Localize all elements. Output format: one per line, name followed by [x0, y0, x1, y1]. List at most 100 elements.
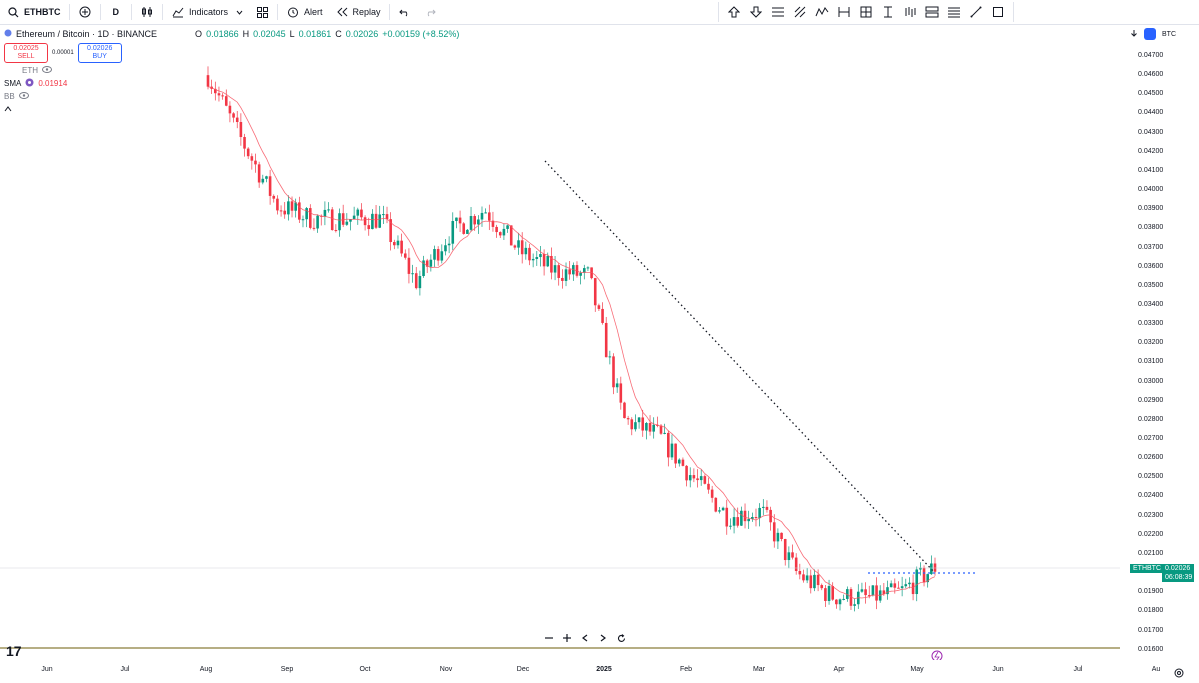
candle-body — [356, 209, 360, 216]
candle-body — [224, 96, 228, 106]
zoom-in-button[interactable] — [559, 631, 575, 645]
settings-icon[interactable] — [1174, 665, 1184, 683]
candle-body — [265, 176, 268, 179]
replay-button[interactable]: Replay — [329, 0, 387, 24]
redo-button[interactable] — [418, 0, 444, 24]
candle-body — [648, 423, 652, 432]
candle-body — [477, 219, 480, 225]
candle-body — [531, 258, 535, 261]
currency-toggle-icon[interactable] — [1144, 28, 1156, 40]
trade-buttons-row: 0.02025 SELL 0.00001 0.02026 BUY — [4, 42, 459, 64]
candle-body — [670, 443, 674, 458]
reset-chart-button[interactable] — [613, 631, 629, 645]
drawing-tools-bar — [718, 2, 1014, 22]
candle-body — [586, 267, 590, 269]
fib-icon[interactable] — [943, 2, 965, 22]
symbol-title[interactable]: Ethereum / Bitcoin · 1D · BINANCE — [16, 28, 158, 39]
collapse-legend-button[interactable] — [4, 103, 459, 116]
chart-legend: Ethereum / Bitcoin · 1D · BINANCE O 0.018… — [4, 27, 459, 116]
candle-body — [663, 432, 666, 434]
scroll-right-button[interactable] — [595, 631, 611, 645]
arrow-down-icon[interactable] — [745, 2, 767, 22]
candle-body — [352, 215, 356, 220]
candle-body — [214, 88, 217, 94]
candle-body — [922, 567, 926, 583]
arrow-up-icon[interactable] — [723, 2, 745, 22]
rectangle-icon[interactable] — [987, 2, 1009, 22]
candle-body — [736, 517, 740, 526]
lines-icon[interactable] — [767, 2, 789, 22]
sell-button[interactable]: 0.02025 SELL — [4, 43, 48, 63]
candle-body — [677, 459, 681, 464]
candle-body — [513, 245, 517, 248]
candle-body — [674, 443, 677, 464]
interval-button[interactable]: D — [103, 0, 130, 24]
axis-top-controls: BTC — [1130, 28, 1176, 40]
symbol-search-button[interactable]: ETHBTC — [0, 0, 67, 24]
templates-button[interactable] — [249, 0, 275, 24]
price-tick-label: 0.02800 — [1138, 415, 1164, 423]
chart-type-button[interactable] — [134, 0, 160, 24]
alert-button[interactable]: Alert — [280, 0, 329, 24]
zigzag-icon[interactable] — [811, 2, 833, 22]
price-tick-label: 0.01900 — [1138, 588, 1164, 596]
spread-value: 0.00001 — [52, 50, 74, 56]
candle-body — [915, 569, 919, 595]
eye-icon[interactable] — [18, 92, 29, 101]
time-tick-label: Aug — [199, 666, 213, 673]
candle-body — [283, 210, 287, 215]
candle-body — [407, 257, 411, 274]
candle-body — [469, 216, 473, 230]
price-tick-label: 0.02500 — [1138, 473, 1164, 481]
arrow-down-icon[interactable] — [1130, 29, 1138, 39]
buy-price: 0.02026 — [87, 45, 113, 52]
candle-body — [374, 213, 378, 228]
sma-value: 0.01914 — [38, 79, 68, 88]
sma-indicator-row[interactable]: SMA 0.01914 — [4, 77, 459, 90]
time-tick-label: Jun — [992, 666, 1004, 673]
candle-body — [612, 356, 615, 388]
open-label: O — [195, 28, 203, 39]
candle-body — [433, 249, 436, 260]
candle-body — [699, 476, 703, 481]
indicators-button[interactable]: Indicators — [165, 0, 249, 24]
candle-body — [425, 260, 429, 267]
date-range-icon[interactable] — [833, 2, 855, 22]
candle-body — [732, 517, 736, 526]
zoom-out-button[interactable] — [541, 631, 557, 645]
bars-pattern-icon[interactable] — [899, 2, 921, 22]
price-chart[interactable]: 17 — [0, 0, 1120, 660]
time-tick-label: May — [910, 666, 924, 673]
candle-body — [751, 517, 754, 519]
undo-button[interactable] — [392, 0, 418, 24]
trendline-icon[interactable] — [965, 2, 987, 22]
time-tick-label: Jun — [41, 666, 53, 673]
buy-button[interactable]: 0.02026 BUY — [77, 43, 122, 63]
eye-icon[interactable] — [42, 66, 52, 75]
settings-icon[interactable] — [25, 78, 34, 89]
bb-indicator-row[interactable]: BB — [4, 90, 459, 103]
candle-body — [747, 518, 750, 522]
time-tick-label: Feb — [679, 666, 693, 673]
trendline[interactable] — [544, 160, 936, 574]
price-tick-label: 0.02900 — [1138, 396, 1164, 404]
eth-indicator-row[interactable]: ETH — [4, 64, 459, 77]
currency-label[interactable]: BTC — [1162, 30, 1176, 38]
position-icon[interactable] — [921, 2, 943, 22]
pitchfork-icon[interactable] — [789, 2, 811, 22]
time-axis[interactable]: Jun Jul Aug Sep Oct Nov Dec 2025 Feb Mar Apr May Jun… — [0, 660, 1199, 681]
candle-body — [900, 586, 904, 589]
lightning-icon[interactable] — [931, 650, 943, 660]
price-axis[interactable]: 0.04700 0.04600 0.04500 0.04400 0.04300 0.042… — [1120, 40, 1199, 653]
candle-body — [696, 478, 699, 481]
candle-body — [743, 510, 747, 522]
text-icon[interactable] — [877, 2, 899, 22]
chevron-down-icon[interactable] — [236, 7, 243, 17]
compare-button[interactable] — [72, 0, 98, 24]
candle-body — [656, 424, 659, 426]
price-tick-label: 0.04600 — [1138, 71, 1164, 79]
measure-icon[interactable] — [855, 2, 877, 22]
scroll-left-button[interactable] — [577, 631, 593, 645]
price-tick-label: 0.02300 — [1138, 511, 1164, 519]
candle-body — [400, 240, 403, 254]
